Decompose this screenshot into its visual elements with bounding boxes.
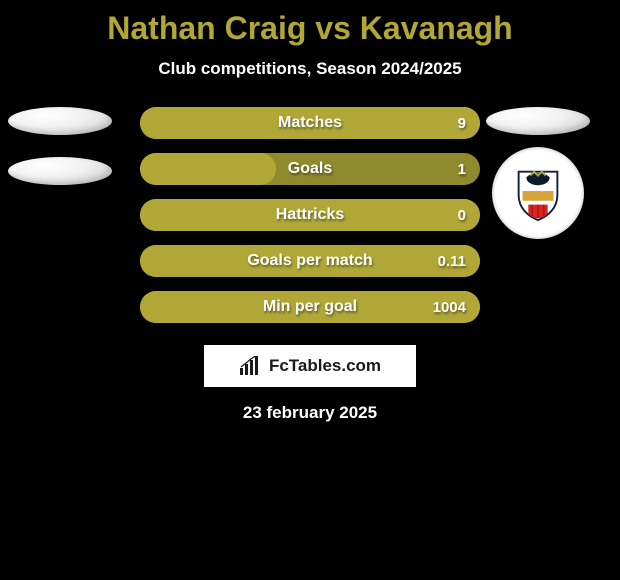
stat-value: 1004 xyxy=(433,299,466,316)
stat-bar-fill xyxy=(140,153,276,185)
stat-bar: Goals per match 0.11 xyxy=(140,245,480,277)
stat-bar: Matches 9 xyxy=(140,107,480,139)
stat-value: 0.11 xyxy=(438,253,466,270)
stat-value: 1 xyxy=(458,161,466,178)
stat-value: 0 xyxy=(458,207,466,224)
stat-bars: Matches 9 Goals 1 Hattricks 0 Goals per match 0… xyxy=(140,107,480,323)
chart-icon xyxy=(239,356,263,376)
page-title: Nathan Craig vs Kavanagh xyxy=(0,0,620,47)
right-player-badges xyxy=(486,107,590,239)
subtitle: Club competitions, Season 2024/2025 xyxy=(0,59,620,79)
snapshot-date: 23 february 2025 xyxy=(0,403,620,423)
brand-box: FcTables.com xyxy=(204,345,416,387)
club-crest xyxy=(492,147,584,239)
brand-name: FcTables.com xyxy=(269,356,381,376)
stat-label: Min per goal xyxy=(263,298,357,316)
player-placeholder-ellipse xyxy=(486,107,590,135)
left-player-badges xyxy=(8,107,112,185)
stat-bar: Hattricks 0 xyxy=(140,199,480,231)
stat-value: 9 xyxy=(458,115,466,132)
player-placeholder-ellipse xyxy=(8,107,112,135)
stat-label: Matches xyxy=(278,114,342,132)
stat-label: Goals per match xyxy=(247,252,372,270)
stat-bar: Min per goal 1004 xyxy=(140,291,480,323)
player-placeholder-ellipse xyxy=(8,157,112,185)
stat-bar: Goals 1 xyxy=(140,153,480,185)
stat-label: Goals xyxy=(288,160,332,178)
comparison-panel: Matches 9 Goals 1 Hattricks 0 Goals per match 0… xyxy=(0,107,620,323)
stat-label: Hattricks xyxy=(276,206,344,224)
